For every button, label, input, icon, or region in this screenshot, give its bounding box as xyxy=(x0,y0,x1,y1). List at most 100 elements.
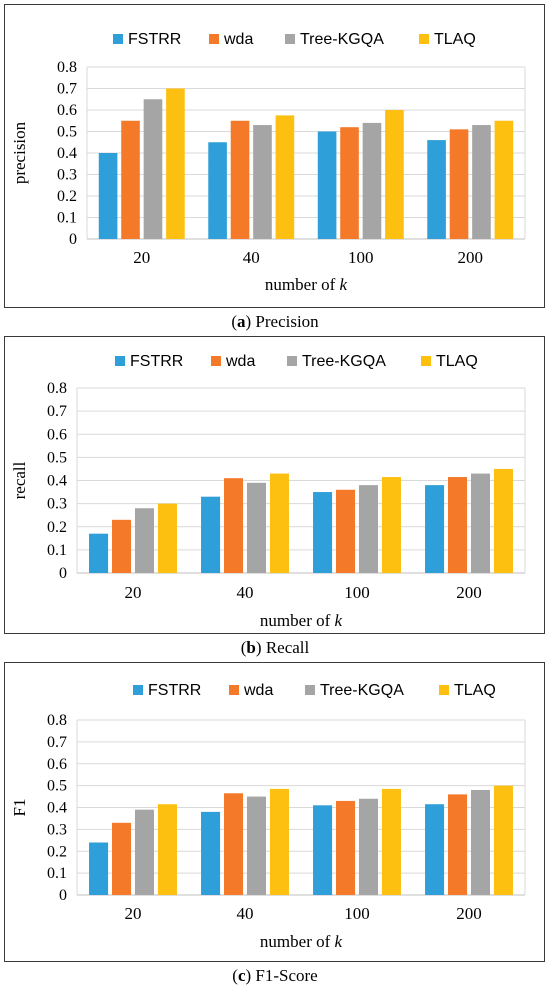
y-tick-label: 0.8 xyxy=(57,59,77,76)
bar-tree-kgqa-200 xyxy=(472,125,491,239)
bar-tlaq-200 xyxy=(494,120,514,239)
bar-tlaq-20 xyxy=(166,88,185,239)
bar-tree-kgqa-100 xyxy=(362,122,382,239)
y-tick-label: 0.5 xyxy=(47,449,67,466)
legend-swatch-fstrr xyxy=(115,356,125,366)
x-tick-label: 200 xyxy=(456,583,482,602)
x-tick-label: 20 xyxy=(133,248,150,267)
y-axis-title: F1 xyxy=(10,799,29,817)
legend-label-tree-kgqa: Tree-KGQA xyxy=(320,682,404,699)
bar-wda-20 xyxy=(112,822,132,895)
y-tick-label: 0 xyxy=(69,231,77,248)
y-tick-label: 0.3 xyxy=(47,821,67,838)
bar-fstrr-40 xyxy=(208,142,227,239)
x-tick-label: 100 xyxy=(344,583,370,602)
bar-tlaq-100 xyxy=(381,788,401,895)
bar-fstrr-100 xyxy=(317,131,337,239)
bar-tree-kgqa-40 xyxy=(246,796,266,895)
bar-fstrr-100 xyxy=(313,492,333,573)
bar-wda-40 xyxy=(224,793,244,895)
legend-label-tlaq: TLAQ xyxy=(436,353,478,370)
legend-swatch-tree-kgqa xyxy=(287,356,297,366)
chart-panel-recall: 0 0.1 0.2 0.3 0.4 0.5 0.6 0.7 0.8 20 40 100 200 numbe… xyxy=(4,336,545,634)
legend-label-tree-kgqa: Tree-KGQA xyxy=(300,31,384,48)
bar-tree-kgqa-100 xyxy=(358,485,378,573)
recall-chart: 0 0.1 0.2 0.3 0.4 0.5 0.6 0.7 0.8 20 40 100 200 numbe… xyxy=(10,353,526,630)
caption-text: Recall xyxy=(265,638,310,657)
y-tick-label: 0.3 xyxy=(47,496,67,513)
x-tick-label: 40 xyxy=(237,583,254,602)
bar-tlaq-40 xyxy=(269,473,289,573)
bar-fstrr-40 xyxy=(201,496,221,573)
x-axis-title: number of k xyxy=(265,275,348,294)
x-tick-label: 20 xyxy=(125,904,142,923)
y-tick-label: 0.1 xyxy=(57,210,77,227)
y-axis-title: recall xyxy=(10,461,29,499)
x-axis-title: number of k xyxy=(260,932,343,951)
caption-text: Precision xyxy=(255,312,319,331)
y-tick-label: 0.5 xyxy=(47,778,67,795)
bar-tlaq-200 xyxy=(493,785,513,895)
legend-label-tree-kgqa: Tree-KGQA xyxy=(302,353,386,370)
y-tick-label: 0.4 xyxy=(47,800,67,817)
y-axis-title: precision xyxy=(10,121,29,184)
x-tick-label: 40 xyxy=(237,904,254,923)
bar-fstrr-20 xyxy=(98,153,118,239)
y-tick-label: 0.6 xyxy=(47,756,67,773)
y-tick-label: 0.4 xyxy=(47,473,67,490)
legend-swatch-tlaq xyxy=(419,34,429,44)
bar-tlaq-100 xyxy=(381,477,401,573)
y-tick-label: 0.8 xyxy=(47,712,67,729)
caption-f1: (c) F1-Score xyxy=(232,966,318,985)
y-tick-label: 0 xyxy=(59,887,67,904)
legend-label-fstrr: FSTRR xyxy=(130,353,183,370)
caption-letter: c xyxy=(237,966,246,985)
bar-tlaq-40 xyxy=(269,788,289,895)
y-tick-label: 0.7 xyxy=(47,734,67,751)
bar-wda-40 xyxy=(230,120,250,239)
x-tick-label: 20 xyxy=(125,583,142,602)
bar-fstrr-200 xyxy=(425,804,445,895)
legend-swatch-wda xyxy=(229,685,239,695)
bar-fstrr-200 xyxy=(425,485,445,573)
legend-swatch-fstrr xyxy=(133,685,143,695)
legend-swatch-wda xyxy=(209,34,219,44)
legend-swatch-fstrr xyxy=(113,34,123,44)
chart-panel-f1: 0 0.1 0.2 0.3 0.4 0.5 0.6 0.7 0.8 20 40 100 200 numbe… xyxy=(4,662,545,962)
bar-fstrr-200 xyxy=(427,140,446,239)
bar-tlaq-200 xyxy=(493,468,513,573)
bar-wda-20 xyxy=(112,519,132,573)
legend-swatch-wda xyxy=(211,356,221,366)
legend-label-wda: wda xyxy=(225,353,255,370)
legend-label-tlaq: TLAQ xyxy=(434,31,476,48)
bar-wda-20 xyxy=(121,120,140,239)
caption-letter: b xyxy=(246,638,256,657)
bar-tree-kgqa-200 xyxy=(470,790,490,895)
y-tick-label: 0 xyxy=(59,565,67,582)
x-tick-label: 200 xyxy=(458,248,484,267)
caption-recall: (b) Recall xyxy=(240,638,310,657)
caption-precision: (a) Precision xyxy=(231,312,319,331)
bar-wda-100 xyxy=(340,127,359,239)
y-tick-label: 0.7 xyxy=(57,81,77,98)
bar-wda-100 xyxy=(336,800,356,895)
y-tick-label: 0.2 xyxy=(57,188,77,205)
x-tick-label: 100 xyxy=(348,248,374,267)
bar-fstrr-40 xyxy=(201,811,221,895)
y-tick-label: 0.5 xyxy=(57,124,77,141)
chart-panel-precision: 0 0.1 0.2 0.3 0.4 0.5 0.6 0.7 0.8 20 40 100 200 numbe… xyxy=(4,4,545,308)
x-axis-title: number of k xyxy=(260,611,343,630)
legend-swatch-tree-kgqa xyxy=(305,685,315,695)
bar-tlaq-100 xyxy=(385,110,404,239)
y-tick-label: 0.2 xyxy=(47,843,67,860)
bar-wda-200 xyxy=(448,794,468,895)
caption-text: F1-Score xyxy=(255,966,318,985)
bar-tlaq-20 xyxy=(157,503,177,573)
bar-tlaq-20 xyxy=(157,804,177,895)
x-tick-label: 100 xyxy=(344,904,370,923)
legend-swatch-tree-kgqa xyxy=(285,34,295,44)
bar-tree-kgqa-20 xyxy=(143,99,163,239)
y-tick-label: 0.6 xyxy=(57,102,77,119)
bar-tree-kgqa-20 xyxy=(134,809,154,895)
bar-tree-kgqa-40 xyxy=(246,482,266,573)
